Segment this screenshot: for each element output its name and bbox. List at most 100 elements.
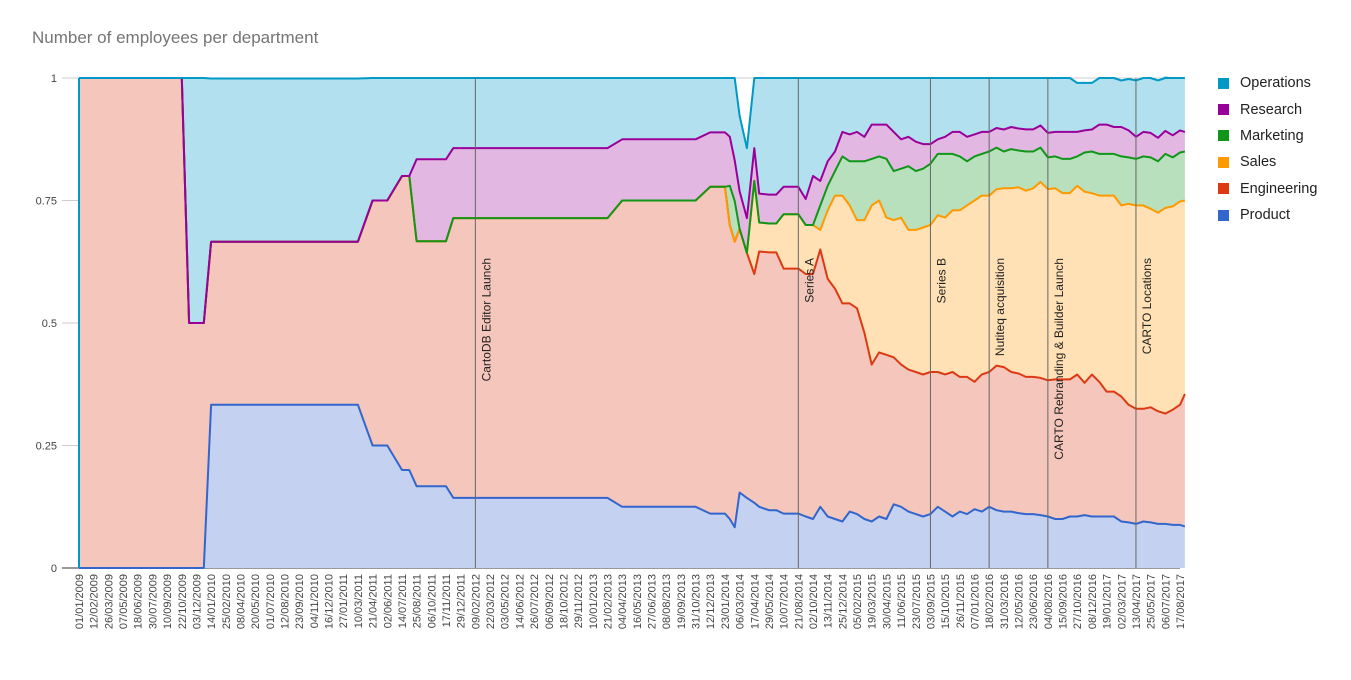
x-tick-label: 25/05/2017 xyxy=(1146,574,1158,629)
x-tick-label: 20/05/2010 xyxy=(250,574,262,629)
legend-item-sales[interactable]: Sales xyxy=(1218,149,1317,175)
x-tick-label: 05/02/2015 xyxy=(852,574,864,629)
x-tick-label: 06/03/2014 xyxy=(735,574,747,629)
x-tick-label: 10/07/2014 xyxy=(779,574,791,629)
y-tick-label: 0.5 xyxy=(42,318,57,330)
legend-label: Engineering xyxy=(1240,180,1318,197)
x-tick-label: 14/07/2011 xyxy=(397,574,409,628)
area-sales xyxy=(79,78,1185,414)
legend-swatch xyxy=(1218,77,1229,89)
x-tick-label: 02/10/2014 xyxy=(808,574,820,629)
x-tick-label: 02/06/2011 xyxy=(382,574,394,628)
x-tick-label: 14/06/2012 xyxy=(514,574,526,629)
x-tick-label: 26/03/2009 xyxy=(103,574,115,629)
legend-item-engineering[interactable]: Engineering xyxy=(1218,176,1317,202)
y-tick-label: 0.25 xyxy=(36,441,57,453)
legend-item-product[interactable]: Product xyxy=(1218,202,1317,228)
x-tick-label: 21/08/2014 xyxy=(793,574,805,629)
x-tick-label: 19/03/2015 xyxy=(867,574,879,629)
x-tick-label: 19/09/2013 xyxy=(676,574,688,629)
x-tick-label: 29/12/2011 xyxy=(456,574,468,628)
x-tick-label: 18/06/2009 xyxy=(133,574,145,629)
x-tick-label: 31/03/2016 xyxy=(999,574,1011,629)
x-tick-label: 18/10/2012 xyxy=(558,574,570,629)
x-tick-label: 03/09/2015 xyxy=(925,574,937,629)
x-tick-label: 17/04/2014 xyxy=(749,574,761,629)
x-tick-label: 30/04/2015 xyxy=(881,574,893,629)
x-tick-label: 10/09/2009 xyxy=(162,574,174,629)
x-tick-label: 14/01/2010 xyxy=(206,574,218,629)
area-operations xyxy=(79,75,1185,323)
x-tick-label: 08/12/2016 xyxy=(1087,574,1099,629)
annotation-label: Nutiteq acquisition xyxy=(993,258,1007,356)
x-tick-label: 04/04/2013 xyxy=(617,574,629,629)
x-tick-label: 08/04/2010 xyxy=(235,574,247,629)
x-tick-label: 16/05/2013 xyxy=(632,574,644,629)
x-tick-label: 13/11/2014 xyxy=(823,574,835,628)
x-tick-label: 23/07/2015 xyxy=(911,574,923,629)
line-product xyxy=(79,403,1186,569)
x-tick-label: 03/12/2009 xyxy=(191,574,203,629)
x-tick-label: 21/02/2013 xyxy=(602,574,614,629)
line-marketing xyxy=(79,77,1186,324)
x-tick-label: 15/09/2016 xyxy=(1058,574,1070,629)
y-tick-label: 1 xyxy=(51,73,57,85)
series-lines xyxy=(78,77,1186,569)
area-engineering xyxy=(79,78,1185,568)
legend-swatch xyxy=(1218,183,1229,195)
x-tick-label: 30/07/2009 xyxy=(147,574,159,629)
line-research xyxy=(79,77,1186,324)
line-operations xyxy=(79,77,1185,150)
x-tick-label: 21/04/2011 xyxy=(368,574,380,628)
x-tick-label: 26/11/2015 xyxy=(955,574,967,628)
legend-swatch xyxy=(1218,156,1229,168)
x-tick-label: 04/08/2016 xyxy=(1043,574,1055,629)
x-tick-label: 07/01/2016 xyxy=(969,574,981,629)
x-tick-label: 22/03/2012 xyxy=(485,574,497,629)
x-tick-label: 06/07/2017 xyxy=(1160,574,1172,629)
x-tick-label: 01/07/2010 xyxy=(265,574,277,629)
x-tick-label: 10/03/2011 xyxy=(353,574,365,628)
x-tick-label: 12/05/2016 xyxy=(1014,574,1026,629)
x-tick-label: 12/02/2009 xyxy=(89,574,101,629)
x-tick-label: 01/01/2009 xyxy=(74,574,86,629)
annotations: CartoDB Editor Launch Series A Series B Nut… xyxy=(474,78,1154,568)
legend-label: Marketing xyxy=(1240,127,1304,144)
x-tick-label: 02/03/2017 xyxy=(1116,574,1128,629)
area-marketing xyxy=(79,78,1185,323)
x-tick-label: 29/05/2014 xyxy=(764,574,776,629)
legend-item-operations[interactable]: Operations xyxy=(1218,70,1317,96)
x-tick-label: 17/11/2011 xyxy=(441,574,453,627)
chart-title: Number of employees per department xyxy=(32,28,319,47)
annotation-label: Series B xyxy=(934,258,948,303)
x-tick-label: 10/01/2013 xyxy=(588,574,600,629)
annotation-label: CARTO Locations xyxy=(1140,258,1154,354)
legend-swatch xyxy=(1218,104,1229,116)
x-tick-label: 09/02/2012 xyxy=(470,574,482,629)
x-tick-label: 25/08/2011 xyxy=(412,574,424,628)
x-tick-label: 23/01/2014 xyxy=(720,574,732,629)
x-tick-label: 16/12/2010 xyxy=(324,574,336,629)
x-tick-label: 17/08/2017 xyxy=(1175,574,1187,629)
x-tick-label: 18/02/2016 xyxy=(984,574,996,629)
legend-label: Operations xyxy=(1240,75,1311,92)
x-tick-label: 13/04/2017 xyxy=(1131,574,1143,629)
x-tick-label: 08/08/2013 xyxy=(661,574,673,629)
legend-item-research[interactable]: Research xyxy=(1218,96,1317,122)
x-tick-label: 04/11/2010 xyxy=(309,574,321,628)
x-tick-label: 06/09/2012 xyxy=(544,574,556,629)
x-tick-label: 22/10/2009 xyxy=(177,574,189,629)
legend-label: Product xyxy=(1240,207,1290,224)
y-tick-label: 0.75 xyxy=(36,196,57,208)
x-tick-label: 11/06/2015 xyxy=(896,574,908,628)
x-tick-label: 25/12/2014 xyxy=(837,574,849,629)
x-tick-label: 27/01/2011 xyxy=(338,574,350,628)
x-tick-label: 19/01/2017 xyxy=(1102,574,1114,629)
x-tick-label: 15/10/2015 xyxy=(940,574,952,629)
x-tick-label: 25/02/2010 xyxy=(221,574,233,629)
legend-item-marketing[interactable]: Marketing xyxy=(1218,123,1317,149)
x-tick-label: 29/11/2012 xyxy=(573,574,585,628)
legend-swatch xyxy=(1218,130,1229,142)
x-tick-label: 03/05/2012 xyxy=(500,574,512,629)
x-tick-label: 23/09/2010 xyxy=(294,574,306,629)
